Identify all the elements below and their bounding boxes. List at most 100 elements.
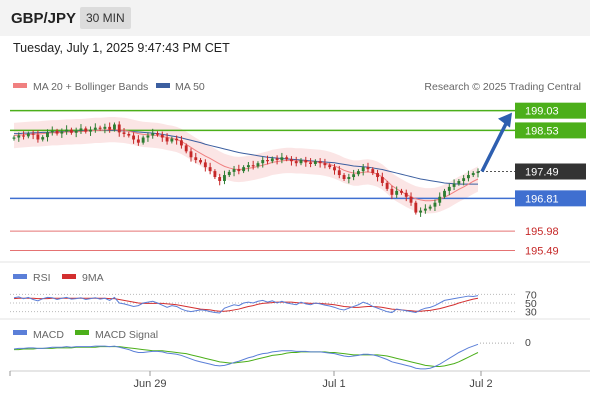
target-arrow-shaft — [480, 118, 510, 173]
candle-body — [127, 133, 131, 136]
candle-body — [117, 124, 121, 133]
macd-zero-label: 0 — [525, 337, 531, 349]
candle-body — [227, 171, 231, 176]
candle-body — [337, 170, 341, 176]
level-label-3: 195.98 — [525, 226, 559, 238]
candle-body — [232, 169, 236, 172]
candle-body — [89, 129, 92, 132]
rsi-level-label-0: 70 — [525, 289, 537, 301]
candle-body — [151, 133, 155, 136]
candle-body — [428, 206, 432, 209]
candle-body — [323, 163, 327, 166]
candle-body — [36, 134, 40, 140]
legend-ma20-swatch — [13, 83, 27, 88]
rsi-line — [13, 295, 479, 314]
candle-body — [356, 171, 360, 175]
candle-body — [390, 188, 394, 195]
legend-rsi-swatch — [13, 274, 27, 279]
candle-body — [31, 133, 35, 135]
macd-line — [13, 343, 479, 370]
candle-body — [26, 133, 30, 137]
level-label-4: 195.49 — [525, 245, 559, 257]
candle-body — [218, 177, 222, 181]
candle-body — [466, 175, 470, 179]
research-credit: Research © 2025 Trading Central — [424, 81, 581, 93]
candle-body — [79, 128, 83, 131]
x-tick-label-0: Jun 29 — [133, 378, 166, 390]
chart-datetime: Tuesday, July 1, 2025 9:47:43 PM CET — [13, 41, 230, 55]
candle-body — [347, 177, 351, 179]
current-price-tag — [515, 163, 586, 180]
target-arrow-head — [498, 112, 512, 128]
candle-body — [141, 137, 145, 143]
candle-body — [165, 137, 169, 142]
candle-body — [404, 192, 408, 197]
candle-body — [132, 135, 136, 140]
candle-body — [199, 160, 202, 163]
macd-signal-line — [14, 346, 479, 367]
candle-body — [93, 127, 97, 130]
candle-body — [290, 159, 293, 162]
candle-body — [395, 190, 399, 195]
candle-body — [313, 161, 317, 164]
candle-body — [299, 160, 303, 164]
candle-body — [213, 171, 217, 178]
candle-body — [60, 131, 64, 134]
level-label-0: 199.03 — [525, 106, 559, 118]
rsi-ma-line — [13, 297, 479, 312]
candle-body — [251, 165, 255, 167]
bollinger-band — [14, 116, 478, 214]
candle-body — [108, 126, 112, 130]
level-label-1: 198.53 — [525, 125, 559, 137]
candle-body — [438, 196, 442, 203]
candle-body — [352, 174, 356, 178]
candle-body — [400, 190, 403, 193]
level-tag-0 — [515, 102, 586, 119]
candle-body — [333, 167, 336, 171]
x-axis: Jun 29 Jul 1 Jul 2 — [9, 371, 493, 390]
candle-body — [275, 158, 279, 161]
legend-macd-label: MACD — [33, 329, 64, 341]
legend-ma50-label: MA 50 — [175, 81, 205, 93]
candle-body — [419, 210, 423, 213]
candle-body — [270, 158, 274, 162]
candle-body — [208, 167, 212, 172]
candle-body — [65, 129, 69, 132]
candle-body — [237, 169, 241, 172]
candle-body — [184, 145, 188, 152]
candle-body — [12, 137, 16, 139]
candle-body — [294, 161, 298, 164]
candle-body — [103, 126, 107, 129]
candle-body — [136, 139, 140, 143]
candle-body — [309, 162, 313, 164]
candle-body — [84, 128, 88, 132]
timeframe-badge[interactable]: 30 MIN — [80, 7, 131, 29]
candle-body — [17, 135, 21, 138]
candle-body — [46, 132, 49, 138]
candle-body — [55, 130, 59, 134]
candle-body — [160, 134, 164, 138]
rsi-level-label-1: 50 — [525, 298, 537, 310]
candle-body — [447, 186, 451, 191]
level-tag-1 — [515, 122, 586, 139]
candle-body — [371, 169, 375, 174]
candle-body — [457, 180, 461, 184]
macd-panel: 0 — [13, 337, 531, 370]
candle-body — [433, 202, 437, 207]
legend-ma50-swatch — [156, 83, 170, 88]
legend-rsi-ma-swatch — [62, 274, 76, 279]
candle-body — [69, 129, 73, 133]
symbol-title: GBP/JPY — [11, 10, 77, 27]
candle-body — [246, 165, 250, 168]
candle-body — [256, 163, 260, 167]
candle-body — [175, 138, 179, 141]
chart-header: GBP/JPY 30 MIN — [0, 0, 590, 36]
candle-body — [122, 132, 126, 134]
level-tag-2 — [515, 190, 586, 207]
candle-body — [113, 124, 116, 130]
legend-rsi-ma-label: 9MA — [82, 272, 104, 284]
candle-body — [423, 208, 427, 211]
candle-body — [409, 196, 413, 203]
candle-body — [342, 175, 346, 179]
